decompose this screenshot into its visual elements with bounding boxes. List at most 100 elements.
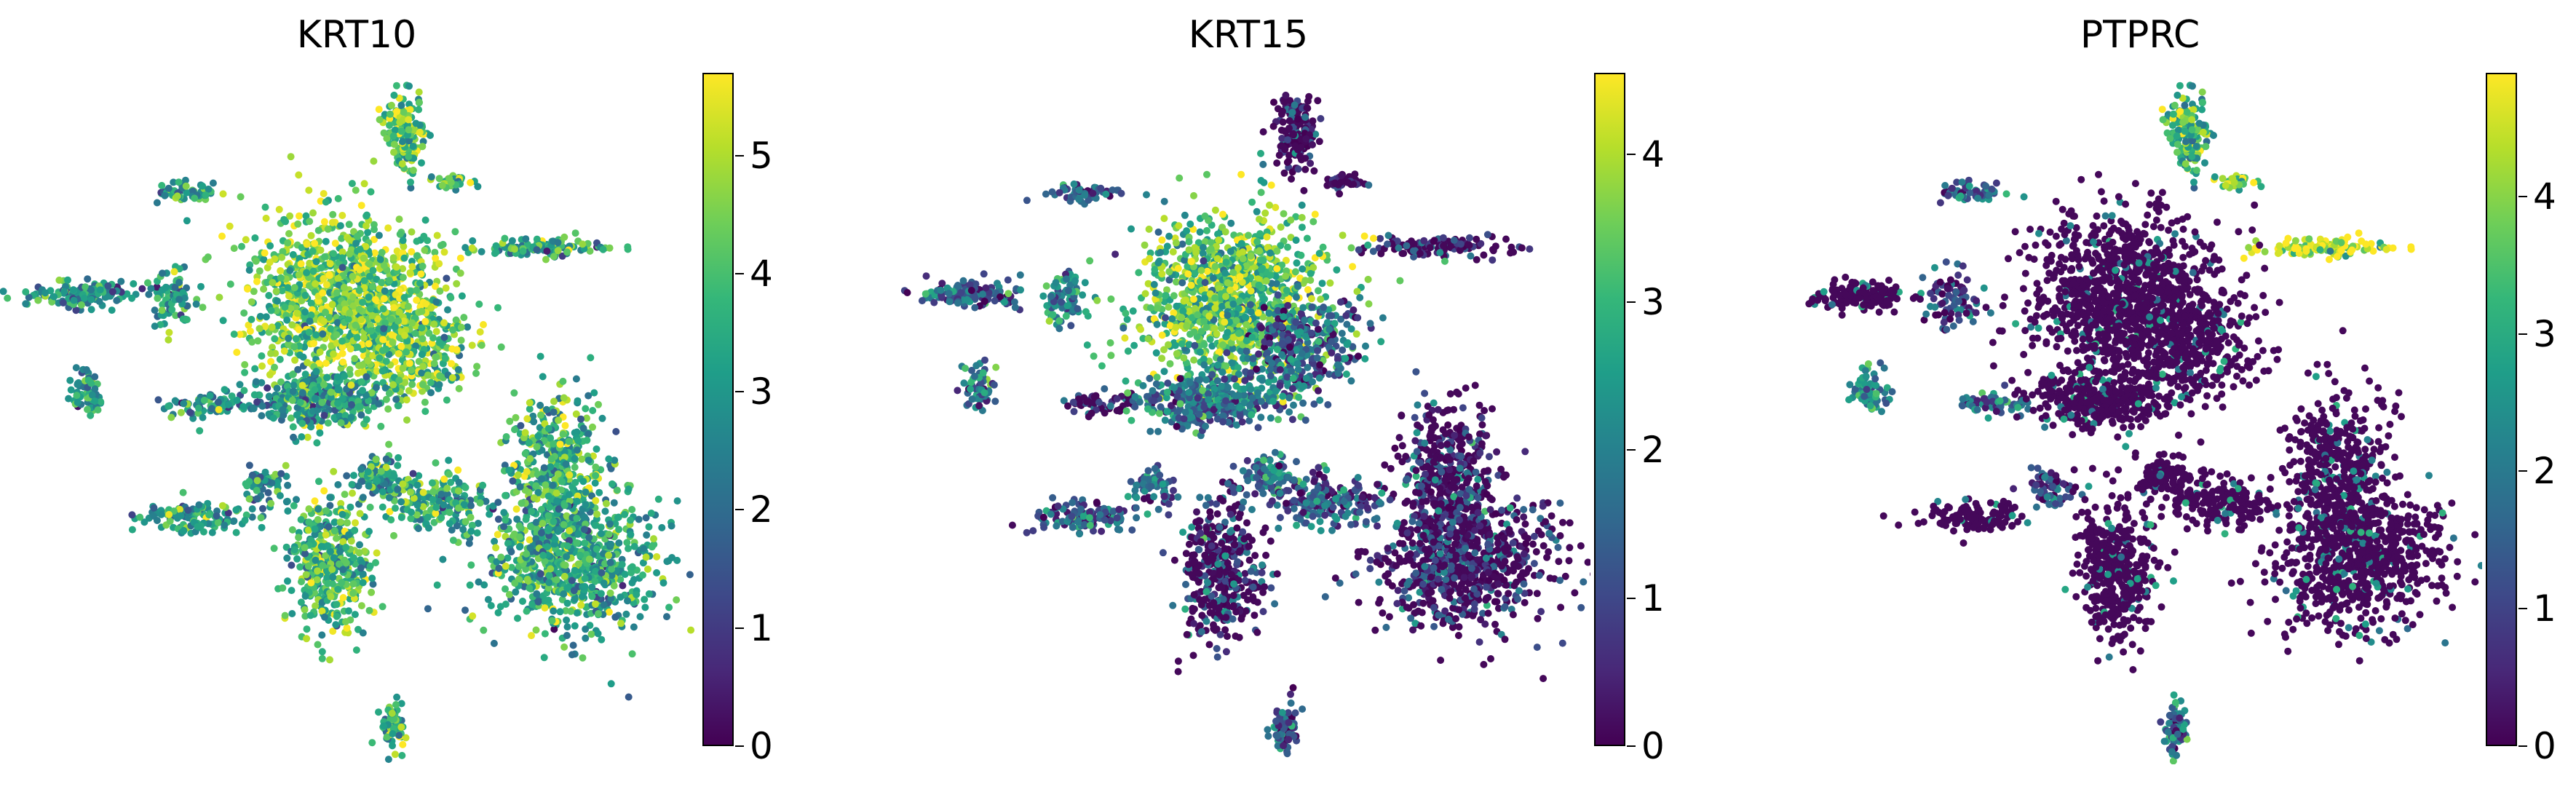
cell-point bbox=[156, 321, 165, 328]
cell-point bbox=[1289, 130, 1297, 138]
cell-point bbox=[325, 523, 333, 531]
cell-point bbox=[542, 486, 550, 494]
cell-point bbox=[385, 494, 393, 502]
cell-point bbox=[393, 693, 401, 701]
cell-point bbox=[322, 552, 330, 560]
cell-point bbox=[667, 522, 675, 530]
cell-point bbox=[321, 613, 328, 621]
cell-point bbox=[469, 237, 477, 245]
cell-point bbox=[296, 563, 304, 571]
cell-point bbox=[297, 515, 305, 523]
cell-point bbox=[252, 378, 260, 386]
cell-point bbox=[282, 218, 290, 226]
cell-point bbox=[421, 216, 429, 224]
cell-point bbox=[301, 606, 309, 614]
cell-point bbox=[199, 413, 207, 421]
cell-point bbox=[258, 523, 266, 531]
cell-point bbox=[644, 565, 651, 573]
cell-point bbox=[351, 526, 358, 534]
cell-point bbox=[480, 581, 488, 589]
cell-point bbox=[533, 246, 541, 254]
cell-point bbox=[282, 498, 290, 506]
cell-point bbox=[1377, 250, 1385, 258]
cell-point bbox=[349, 580, 357, 588]
cell-point bbox=[419, 363, 427, 371]
cell-point bbox=[554, 247, 562, 255]
cell-point bbox=[391, 751, 399, 759]
cell-point bbox=[325, 314, 333, 321]
cell-point bbox=[559, 377, 567, 385]
cell-point bbox=[611, 456, 619, 464]
cell-point bbox=[432, 504, 440, 511]
cell-point bbox=[1338, 172, 1345, 179]
cell-point bbox=[72, 306, 80, 314]
cell-point bbox=[236, 381, 244, 389]
cell-point bbox=[298, 389, 306, 397]
cell-point bbox=[385, 350, 393, 358]
cell-point bbox=[627, 531, 635, 539]
cell-point bbox=[401, 331, 408, 339]
cell-point bbox=[467, 178, 475, 186]
cell-point bbox=[442, 284, 450, 292]
cell-point bbox=[366, 562, 374, 570]
cell-point bbox=[435, 381, 443, 389]
cell-point bbox=[276, 492, 284, 499]
cell-point bbox=[191, 194, 199, 202]
cell-point bbox=[1426, 244, 1434, 252]
cell-point bbox=[456, 254, 464, 262]
cell-point bbox=[338, 234, 346, 242]
cell-point bbox=[320, 274, 328, 282]
cell-point bbox=[536, 424, 544, 432]
cell-point bbox=[544, 596, 552, 604]
cell-point bbox=[144, 279, 151, 287]
cell-point bbox=[335, 560, 343, 568]
cell-point bbox=[592, 463, 600, 471]
cell-point bbox=[383, 733, 391, 741]
cell-point bbox=[359, 579, 367, 587]
cell-point bbox=[550, 518, 558, 526]
cell-point bbox=[587, 354, 595, 362]
cell-point bbox=[367, 327, 375, 335]
cell-point bbox=[432, 459, 440, 467]
cell-point bbox=[250, 391, 258, 399]
cell-point bbox=[333, 373, 341, 381]
cell-point bbox=[500, 509, 508, 517]
cell-point bbox=[1075, 195, 1083, 203]
cell-point bbox=[255, 325, 263, 333]
cell-point bbox=[264, 488, 272, 496]
cell-point bbox=[269, 344, 276, 352]
cell-point bbox=[326, 260, 334, 268]
cell-point bbox=[454, 487, 462, 495]
cell-point bbox=[495, 564, 503, 572]
cell-point bbox=[418, 159, 425, 167]
cell-point bbox=[395, 215, 403, 223]
cell-point bbox=[1085, 197, 1093, 204]
cell-point bbox=[563, 599, 571, 607]
cell-point bbox=[358, 361, 366, 369]
cell-point bbox=[261, 468, 269, 476]
cell-point bbox=[607, 680, 615, 688]
cell-point bbox=[571, 455, 579, 462]
cell-point bbox=[366, 272, 373, 280]
cell-point bbox=[311, 497, 319, 505]
cell-point bbox=[511, 579, 519, 587]
cell-point bbox=[546, 503, 553, 511]
cell-point bbox=[367, 305, 375, 313]
cell-point bbox=[375, 400, 383, 408]
cell-point bbox=[653, 569, 661, 577]
cell-point bbox=[419, 335, 427, 343]
tick-mark bbox=[735, 509, 744, 511]
cell-point bbox=[389, 730, 397, 737]
umap-cells bbox=[900, 91, 1590, 758]
cell-point bbox=[467, 502, 475, 510]
cell-point bbox=[245, 495, 253, 503]
cell-point bbox=[331, 239, 339, 248]
cell-point bbox=[512, 505, 520, 513]
cell-point bbox=[294, 220, 302, 228]
cell-point bbox=[236, 330, 244, 338]
cell-point bbox=[91, 373, 99, 381]
cell-point bbox=[180, 400, 188, 408]
cell-point bbox=[371, 296, 379, 304]
cell-point bbox=[386, 110, 394, 118]
cell-point bbox=[568, 651, 576, 659]
